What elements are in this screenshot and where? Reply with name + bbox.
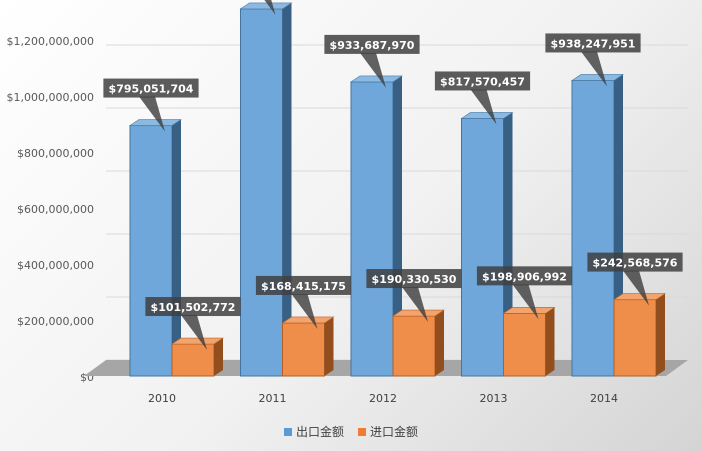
legend: 出口金额 进口金额 (0, 423, 702, 440)
bar-front (350, 81, 394, 377)
data-label-text: $938,247,951 (551, 37, 636, 50)
callout-pointer (264, 0, 276, 15)
bar-side (545, 307, 555, 376)
legend-label-export: 出口金额 (295, 425, 344, 439)
bar-import-2014 (613, 293, 666, 377)
bar-top (392, 309, 445, 317)
data-label-import-2010: $101,502,772 (145, 297, 241, 351)
callout-pointer (291, 293, 318, 329)
legend-label-import: 进口金额 (370, 425, 419, 439)
x-axis-labels: 2010 2011 2012 2013 2014 (148, 392, 618, 405)
bar-front (503, 312, 546, 377)
bar-side (172, 119, 181, 376)
callout-pointer (360, 52, 386, 88)
legend-swatch-import (358, 427, 366, 436)
data-label-export-2013: $817,570,457 (434, 71, 531, 125)
x-tick-label: 2013 (480, 392, 508, 405)
callout-pointer (139, 96, 165, 132)
bar-front (392, 315, 436, 377)
y-tick-label: $400,000,000 (17, 259, 94, 272)
y-axis-labels: $0$200,000,000$400,000,000$600,000,000$8… (7, 35, 94, 384)
data-label-text: $101,502,772 (151, 301, 236, 314)
callout-pointer (581, 51, 607, 87)
callout-box (255, 275, 352, 295)
bar-export-2013 (460, 112, 514, 377)
y-tick-label: $1,000,000,000 (7, 91, 94, 104)
callout-pointer (512, 284, 539, 320)
data-label-import-2012: $190,330,530 (366, 269, 462, 323)
bar-import-2010 (171, 337, 224, 377)
data-label-import-2014: $242,568,576 (587, 252, 683, 306)
bar-side (435, 310, 444, 376)
bar-side (324, 316, 334, 376)
callout-box (103, 78, 199, 98)
data-label-text: $795,051,704 (109, 83, 194, 96)
bar-front (461, 117, 504, 377)
x-tick-label: 2011 (259, 392, 287, 405)
y-tick-label: $200,000,000 (17, 315, 94, 328)
data-label-text: $817,570,457 (440, 75, 525, 88)
bar-top (239, 2, 293, 10)
y-tick-label: $1,200,000,000 (7, 35, 94, 48)
data-label-export-2010: $795,051,704 (103, 78, 199, 132)
bar-import-2011 (281, 316, 335, 377)
bar-front (129, 125, 173, 377)
bar-side (393, 75, 402, 376)
data-label-text: $198,906,992 (482, 270, 567, 283)
y-tick-label: $600,000,000 (17, 203, 94, 216)
callout-box (324, 34, 420, 54)
data-label-import-2013: $198,906,992 (476, 266, 573, 320)
bar-top (571, 74, 624, 81)
bar-export-2014 (571, 74, 624, 377)
callout-box (434, 71, 531, 91)
callout-box (145, 297, 241, 317)
bar-export-2012 (350, 75, 403, 377)
bar-top (460, 112, 514, 119)
bar-side (656, 293, 665, 376)
callout-pointer (181, 315, 207, 351)
bar-top (350, 75, 403, 83)
x-tick-label: 2012 (369, 392, 397, 405)
bar-front (240, 8, 283, 377)
data-label-export-2011: $1,165,395,695 (264, 0, 276, 15)
callout-box (476, 266, 573, 286)
legend-item-import: 进口金额 (358, 423, 418, 440)
bar-export-2011 (239, 2, 293, 377)
bar-top (129, 119, 182, 126)
data-label-import-2011: $168,415,175 (255, 275, 352, 329)
bar-front (613, 299, 657, 377)
bar-top (281, 316, 335, 324)
data-label-text: $190,330,530 (372, 273, 457, 286)
bar-export-2010 (129, 119, 182, 377)
bar-top (613, 293, 666, 300)
bar-front (571, 79, 615, 377)
data-label-text: $242,568,576 (593, 257, 678, 270)
callout-box (366, 269, 462, 289)
data-label-export-2014: $938,247,951 (545, 33, 641, 87)
x-tick-label: 2014 (590, 392, 618, 405)
data-label-export-2012: $933,687,970 (324, 34, 420, 88)
bar-top (171, 337, 224, 345)
bar-top (502, 307, 556, 314)
data-label-text: $168,415,175 (261, 280, 346, 293)
callout-pointer (470, 89, 497, 125)
bar-import-2013 (502, 307, 556, 377)
bar-side (214, 338, 223, 376)
callout-pointer (623, 270, 649, 306)
y-tick-label: $800,000,000 (17, 147, 94, 160)
legend-swatch-export (283, 427, 292, 436)
callout-pointer (402, 287, 428, 323)
legend-item-export: 出口金额 (283, 423, 344, 440)
data-labels: $795,051,704 $101,502,772 $1,165,395,695 $1… (103, 0, 683, 351)
bar-front (171, 343, 215, 377)
bars (129, 2, 666, 377)
callout-box (545, 33, 641, 53)
x-tick-label: 2010 (148, 392, 176, 405)
bar-import-2012 (392, 309, 445, 377)
bar-front (282, 322, 325, 377)
data-label-text: $933,687,970 (330, 39, 415, 52)
callout-box (587, 252, 683, 272)
